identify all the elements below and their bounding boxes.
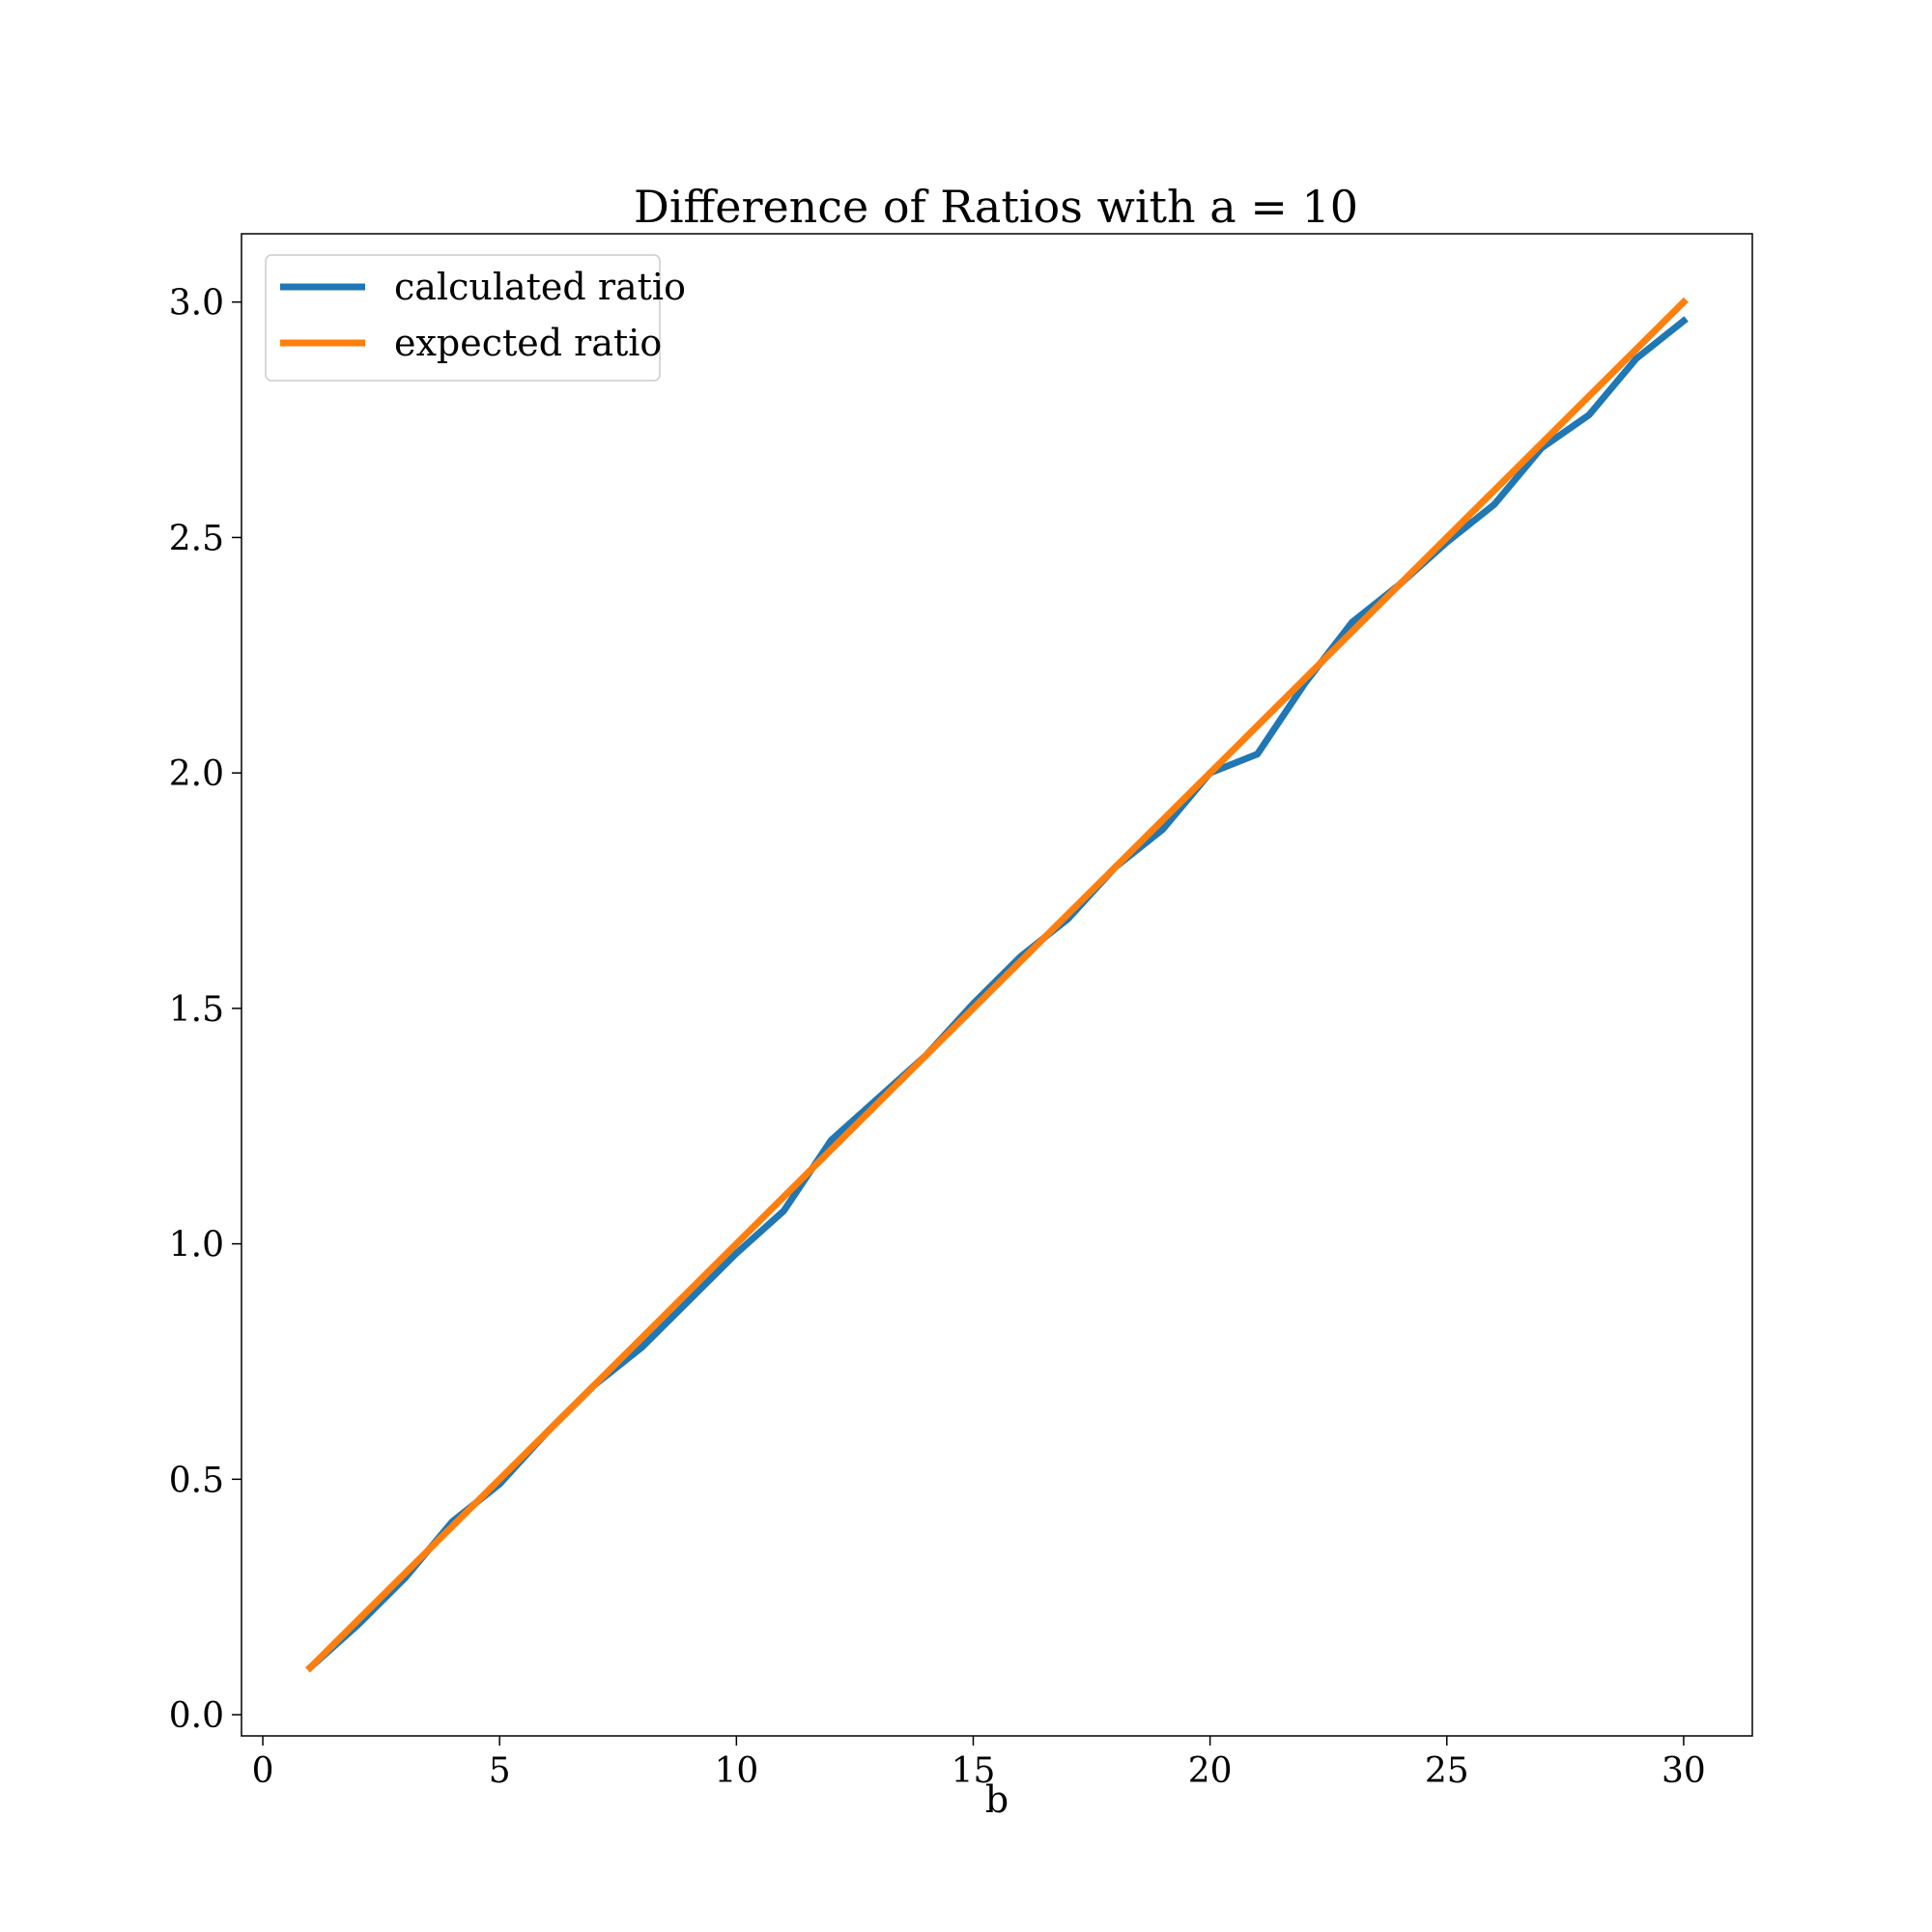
x-tick-label: 30	[1662, 1751, 1706, 1791]
x-tick-label: 5	[489, 1751, 511, 1791]
series-line-1	[305, 297, 1689, 1673]
legend-label: expected ratio	[394, 322, 662, 364]
series-layer	[305, 297, 1689, 1673]
x-tick-label: 25	[1425, 1751, 1469, 1791]
y-tick-label: 2.0	[169, 754, 224, 794]
plot-frame	[241, 233, 1753, 1737]
legend: calculated ratio expected ratio	[265, 254, 686, 382]
x-tick-label: 20	[1188, 1751, 1233, 1791]
x-tick-label: 10	[714, 1751, 758, 1791]
y-tick-label: 3.0	[169, 284, 224, 324]
y-tick-label: 0.5	[169, 1461, 224, 1500]
x-tick-label: 0	[252, 1751, 274, 1791]
y-tick-label: 0.0	[169, 1696, 224, 1736]
legend-label: calculated ratio	[394, 266, 686, 308]
y-axis: 0.0 0.5 1.0 1.5 2.0 2.5 3.0	[169, 284, 242, 1736]
x-axis-label: b	[985, 1778, 1009, 1821]
x-tick-label: 15	[952, 1751, 996, 1791]
x-axis: 0 5 10 15 20 25 30	[252, 1736, 1706, 1791]
y-tick-label: 1.5	[169, 990, 224, 1030]
y-tick-label: 1.0	[169, 1226, 224, 1265]
chart-title: Difference of Ratios with a = 10	[634, 181, 1358, 233]
y-tick-label: 2.5	[169, 519, 224, 558]
